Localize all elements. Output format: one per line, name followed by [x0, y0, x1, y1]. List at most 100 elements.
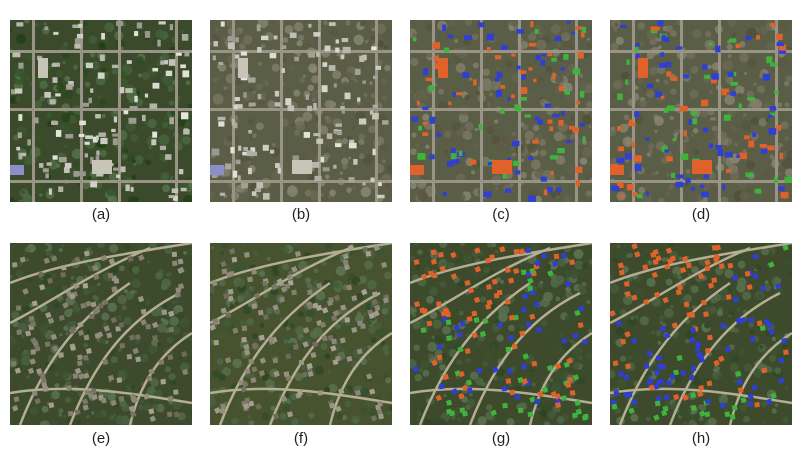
vegetation-patch — [252, 90, 256, 94]
building — [650, 26, 658, 31]
vegetation-patch — [236, 119, 241, 124]
vegetation-patch — [750, 117, 759, 126]
vegetation-patch — [657, 197, 665, 202]
vegetation-patch — [11, 311, 20, 320]
vegetation-patch — [273, 269, 280, 276]
vegetation-patch — [140, 399, 145, 404]
vegetation-patch — [334, 323, 341, 330]
building — [711, 277, 717, 283]
building — [110, 316, 118, 324]
vegetation-patch — [774, 277, 782, 284]
vegetation-patch — [475, 377, 484, 386]
vegetation-patch — [260, 43, 266, 49]
vegetation-patch — [348, 388, 354, 393]
vegetation-patch — [313, 268, 319, 274]
building — [152, 131, 158, 138]
vegetation-patch — [657, 111, 662, 117]
building — [241, 325, 248, 332]
vegetation-patch — [488, 92, 493, 97]
vegetation-patch — [19, 199, 24, 202]
building — [316, 51, 320, 57]
building — [220, 403, 226, 410]
vegetation-patch — [557, 258, 566, 267]
vegetation-patch — [20, 356, 31, 366]
building — [118, 322, 125, 328]
building — [78, 23, 83, 28]
vegetation-patch — [760, 400, 768, 408]
vegetation-patch — [462, 130, 473, 141]
vegetation-patch — [428, 286, 439, 296]
vegetation-patch — [410, 182, 417, 190]
building — [274, 102, 281, 107]
building — [52, 155, 58, 160]
building — [223, 293, 230, 300]
building — [157, 39, 161, 47]
vegetation-patch — [561, 32, 571, 42]
caption-a: (a) — [91, 206, 111, 223]
vegetation-patch — [435, 158, 440, 162]
vegetation-patch — [370, 92, 377, 99]
building — [47, 317, 55, 325]
building — [666, 379, 672, 386]
building — [504, 299, 511, 305]
vegetation-patch — [279, 412, 287, 421]
vegetation-patch — [90, 110, 95, 115]
vegetation-patch — [771, 336, 777, 342]
building — [768, 328, 775, 335]
vegetation-patch — [186, 176, 190, 181]
vegetation-patch — [496, 142, 504, 151]
vegetation-patch — [84, 81, 91, 88]
vegetation-patch — [327, 369, 332, 374]
building — [50, 333, 58, 341]
vegetation-patch — [416, 416, 421, 422]
building — [307, 370, 314, 378]
building — [521, 74, 527, 80]
building — [722, 184, 726, 191]
building — [302, 327, 310, 334]
vegetation-patch — [180, 273, 186, 278]
building — [683, 130, 687, 137]
building — [431, 272, 438, 279]
building — [505, 267, 511, 273]
building — [525, 321, 532, 328]
vegetation-patch — [259, 270, 266, 277]
building — [535, 326, 543, 334]
building — [504, 188, 512, 193]
building — [176, 52, 182, 56]
vegetation-patch — [166, 271, 173, 278]
building — [756, 320, 763, 327]
building — [552, 260, 559, 267]
building — [47, 277, 54, 284]
vegetation-patch — [15, 96, 21, 103]
building — [227, 42, 235, 50]
building — [715, 45, 721, 53]
building — [257, 93, 262, 100]
building — [18, 152, 23, 160]
vegetation-patch — [41, 405, 49, 413]
building — [638, 58, 648, 78]
building — [708, 42, 713, 46]
building — [342, 46, 351, 54]
vegetation-patch — [133, 162, 137, 166]
vegetation-patch — [425, 23, 434, 32]
building — [230, 146, 235, 154]
building — [85, 348, 92, 355]
building — [210, 165, 224, 175]
building — [651, 271, 658, 279]
vegetation-patch — [410, 40, 419, 51]
vegetation-patch — [546, 264, 552, 269]
vegetation-patch — [724, 269, 734, 279]
vegetation-patch — [708, 243, 712, 248]
vegetation-patch — [88, 320, 96, 328]
building — [112, 138, 118, 146]
building — [272, 357, 279, 364]
vegetation-patch — [748, 321, 754, 328]
building — [725, 152, 733, 158]
building — [492, 160, 512, 174]
building — [112, 167, 119, 171]
building — [767, 145, 775, 151]
vegetation-patch — [444, 130, 452, 139]
building — [321, 85, 328, 93]
vegetation-patch — [99, 149, 107, 157]
building — [335, 47, 340, 53]
